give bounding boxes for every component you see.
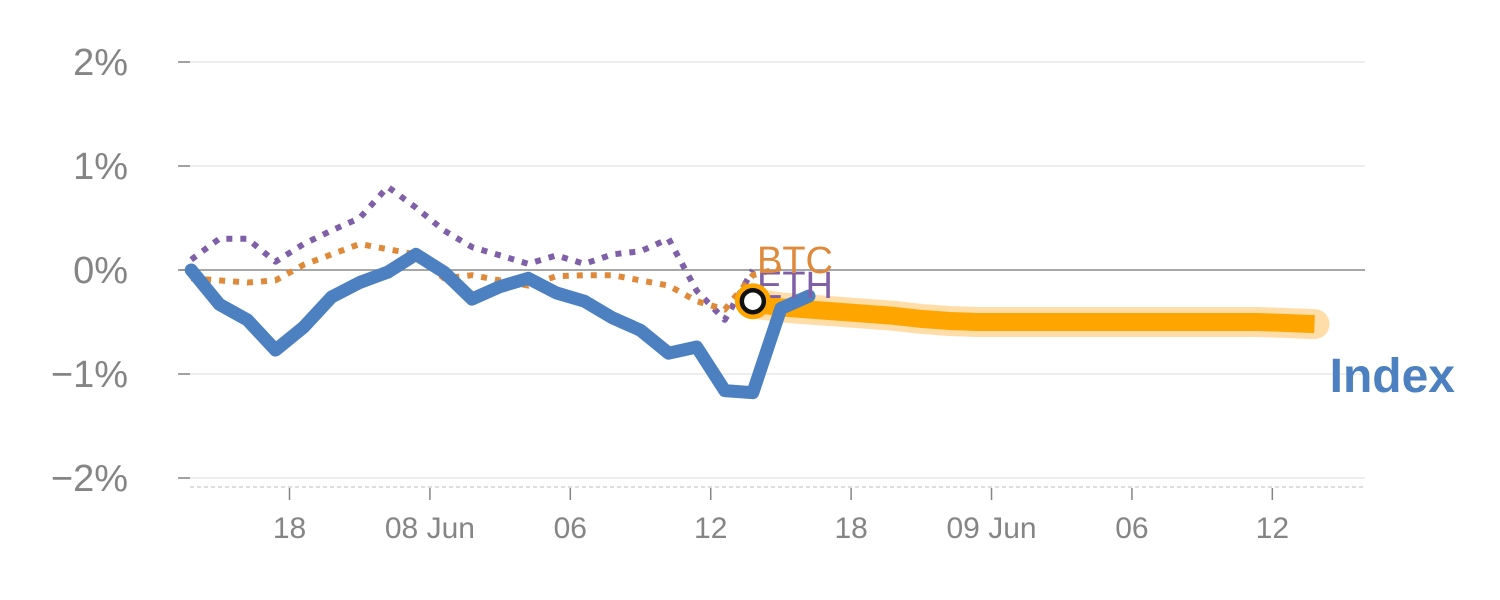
current-point-marker xyxy=(739,287,767,315)
x-tick-label: 18 xyxy=(273,512,306,545)
x-tick-label: 18 xyxy=(834,512,867,545)
forecast-band xyxy=(751,294,1315,334)
btc-series-label: BTC xyxy=(757,240,833,282)
eth-line xyxy=(189,183,756,323)
series-group xyxy=(184,183,1330,400)
x-tick-label: 06 xyxy=(1115,512,1148,545)
btc-line xyxy=(190,241,782,313)
y-tick-label: −2% xyxy=(51,458,128,500)
y-tick-label: 2% xyxy=(73,42,128,84)
x-tick-label: 09 Jun xyxy=(946,512,1036,545)
y-tick-label: 0% xyxy=(73,250,128,292)
x-axis: 18 08 Jun 06 12 18 09 Jun 06 12 xyxy=(273,488,1289,545)
y-tick-label: 1% xyxy=(73,146,128,188)
index-series-label: Index xyxy=(1330,350,1456,403)
index-line xyxy=(184,247,816,400)
x-tick-label: 06 xyxy=(554,512,587,545)
x-tick-label: 12 xyxy=(1256,512,1289,545)
x-tick-label: 08 Jun xyxy=(385,512,475,545)
y-tick-label: −1% xyxy=(51,354,128,396)
y-axis: 2% 1% 0% −1% −2% xyxy=(51,42,190,500)
x-tick-label: 12 xyxy=(694,512,727,545)
